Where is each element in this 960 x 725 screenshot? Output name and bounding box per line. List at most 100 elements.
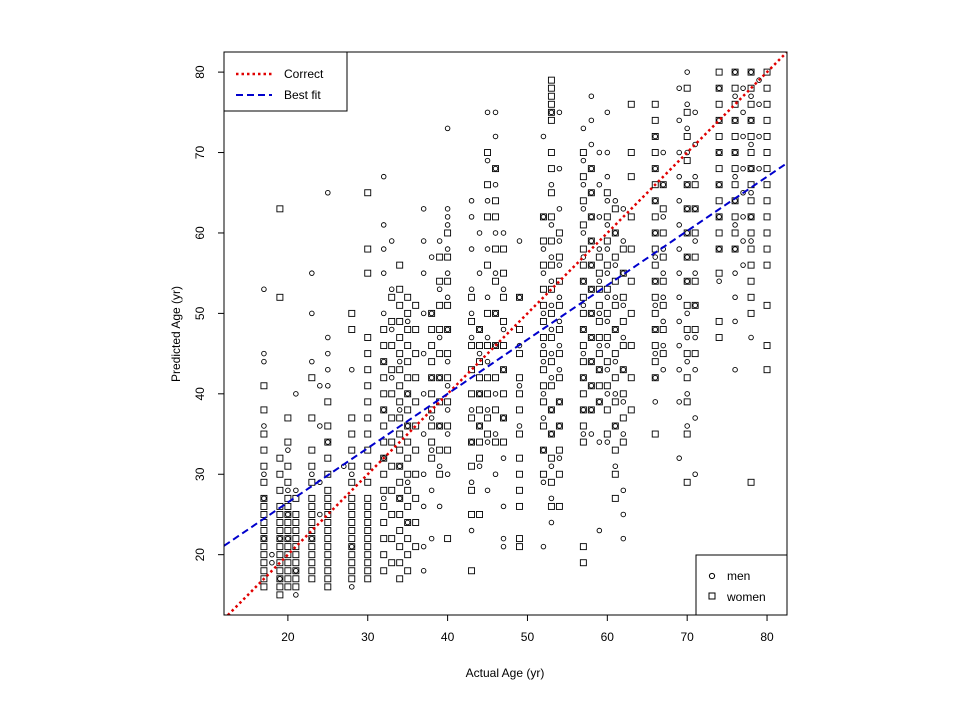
data-point-women-131 [364,527,372,534]
data-point-men-255 [620,366,627,373]
data-point-men-106 [468,439,475,445]
data-point-men-205 [588,165,595,172]
data-point-women-97 [348,326,356,333]
data-point-men-32 [325,383,331,389]
data-point-women-1 [260,406,268,414]
data-point-men-113 [476,391,483,397]
data-point-women-325 [547,92,555,100]
data-point-men-257 [620,431,627,437]
data-point-men-168 [548,302,555,309]
data-point-men-221 [596,278,603,284]
y-tick-label-30: 30 [193,467,207,481]
data-point-men-39 [380,173,387,180]
data-point-women-145 [380,438,388,446]
y-axis-title: Predicted Age (yr) [169,286,183,382]
data-point-women-70 [308,519,316,526]
data-point-men-52 [396,358,403,365]
data-point-women-379 [587,237,595,245]
data-point-men-75 [428,415,435,421]
data-point-men-100 [468,214,475,220]
data-point-men-48 [388,238,395,244]
data-point-men-240 [604,439,611,445]
data-point-women-462 [659,253,667,261]
data-point-men-69 [420,503,427,510]
data-point-women-512 [731,165,739,173]
data-point-women-370 [579,390,587,398]
data-point-women-280 [492,245,499,253]
plot-frame [223,51,788,616]
data-point-men-164 [548,181,555,188]
data-point-women-399 [603,237,611,245]
data-point-women-187 [404,309,412,317]
data-point-women-65 [308,462,316,470]
data-point-men-133 [492,342,499,349]
data-point-women-301 [516,406,523,414]
data-point-men-140 [500,366,507,373]
data-point-women-332 [547,213,555,221]
data-point-men-146 [516,238,523,244]
data-point-women-416 [611,398,619,406]
data-point-men-253 [620,302,627,309]
data-point-men-171 [548,374,555,381]
data-point-men-238 [604,366,611,373]
data-point-women-457 [651,374,659,382]
data-point-women-358 [579,173,587,181]
data-point-women-319 [539,398,547,406]
data-point-women-364 [579,293,587,301]
data-point-women-441 [651,116,659,124]
data-point-men-189 [580,125,587,132]
data-point-women-60 [292,575,300,583]
data-point-women-27 [276,535,284,543]
data-point-women-408 [611,205,619,213]
data-point-women-22 [276,486,284,494]
data-point-women-150 [380,519,388,526]
data-point-men-318 [692,415,698,421]
data-point-women-262 [476,406,483,414]
data-point-women-299 [516,374,523,382]
data-point-women-175 [396,414,404,422]
data-point-men-193 [580,230,587,236]
y-tick-label-20: 20 [193,548,207,562]
data-point-men-86 [444,125,451,132]
data-point-women-544 [763,213,771,221]
data-point-men-323 [716,181,722,188]
data-point-women-479 [683,374,691,382]
data-point-men-19 [309,270,315,276]
data-point-women-276 [484,430,491,438]
data-point-women-205 [412,326,420,333]
data-point-women-71 [308,527,316,534]
data-point-women-450 [651,261,659,269]
data-point-women-493 [715,100,723,108]
data-point-women-58 [292,559,300,567]
data-point-women-366 [579,326,587,333]
data-point-men-287 [676,246,682,252]
data-point-women-492 [715,84,723,92]
data-point-men-22 [309,471,315,478]
data-point-men-303 [684,278,690,284]
data-point-women-161 [388,462,396,470]
data-point-women-138 [380,326,388,333]
data-point-men-156 [540,342,547,349]
data-point-women-63 [308,414,316,422]
x-axis-title: Actual Age (yr) [466,666,545,680]
data-point-men-312 [692,206,698,212]
data-point-men-236 [604,318,611,325]
data-point-women-222 [428,422,436,430]
data-point-men-233 [604,246,611,252]
data-point-women-477 [683,326,691,333]
data-point-women-458 [651,430,659,438]
data-point-women-522 [747,132,755,140]
data-point-women-523 [747,149,755,156]
data-point-women-499 [715,197,723,205]
data-point-women-45 [284,543,292,551]
data-point-women-305 [516,486,523,494]
data-point-men-273 [660,181,666,188]
data-point-men-96 [444,407,451,413]
data-point-women-371 [579,406,587,414]
data-point-men-36 [349,471,355,478]
data-point-women-476 [683,301,691,309]
data-point-women-343 [547,478,555,486]
data-point-women-411 [611,277,619,285]
data-point-men-9 [277,535,283,542]
data-point-women-524 [747,165,755,173]
